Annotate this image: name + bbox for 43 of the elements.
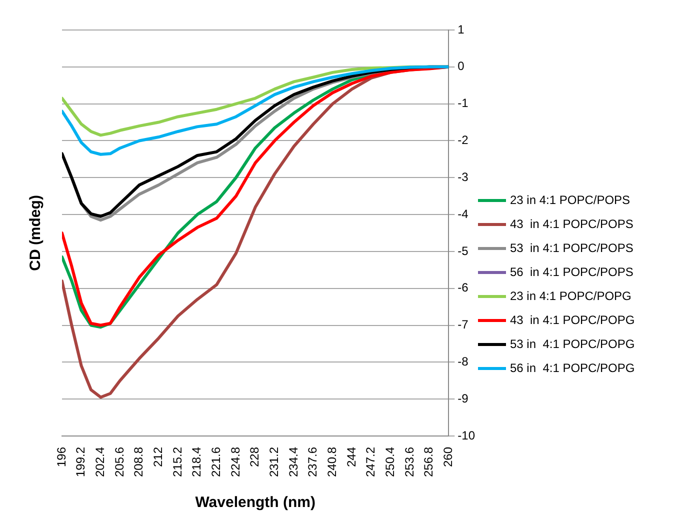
x-tick-label: 244 xyxy=(344,446,358,467)
legend-label: 23 in 4:1 POPC/POPG xyxy=(510,289,632,303)
x-tick-label: 237.6 xyxy=(306,446,320,477)
x-tick-label: 234.4 xyxy=(286,446,300,477)
legend-label: 43 in 4:1 POPC/POPG xyxy=(510,313,635,327)
x-tick-label: 199.2 xyxy=(74,446,88,477)
x-tick-label: 218.4 xyxy=(190,446,204,477)
x-tick-label: 256.8 xyxy=(422,446,436,477)
x-tick-label: 215.2 xyxy=(170,446,184,477)
legend-label: 23 in 4:1 POPC/POPS xyxy=(510,193,630,207)
x-tick-label: 228 xyxy=(248,446,262,467)
x-tick-label: 224.8 xyxy=(228,446,242,477)
y-tick-label: -8 xyxy=(458,354,469,368)
x-tick-label: 240.8 xyxy=(324,446,339,477)
y-tick-label: -10 xyxy=(458,428,476,442)
y-tick-label: -3 xyxy=(458,170,469,184)
x-tick-label: 221.6 xyxy=(208,446,223,477)
y-tick-label: 0 xyxy=(458,59,465,74)
y-tick-label: -9 xyxy=(458,391,469,406)
x-tick-label: 208.8 xyxy=(132,446,146,477)
y-tick-label: -6 xyxy=(458,280,469,295)
x-tick-label: 250.4 xyxy=(382,446,397,477)
legend-label: 56 in 4:1 POPC/POPG xyxy=(510,361,635,375)
y-tick-label: -5 xyxy=(458,244,469,258)
y-tick-label: -1 xyxy=(458,96,469,110)
x-tick-label: 253.6 xyxy=(402,446,416,477)
legend-label: 56 in 4:1 POPC/POPS xyxy=(510,265,634,279)
x-tick-label: 212 xyxy=(150,446,165,467)
y-tick-label: 1 xyxy=(458,22,465,36)
x-axis-title: Wavelength (nm) xyxy=(195,494,316,512)
y-tick-label: -4 xyxy=(458,206,469,221)
legend-label: 53 in 4:1 POPC/POPS xyxy=(510,241,634,255)
x-tick-label: 260 xyxy=(440,446,455,467)
y-tick-label: -7 xyxy=(458,318,469,332)
x-tick-label: 205.6 xyxy=(112,446,126,477)
x-tick-label: 196 xyxy=(54,446,68,467)
y-axis-title: CD (mdeg) xyxy=(27,195,44,271)
x-tick-label: 247.2 xyxy=(364,446,378,477)
legend-label: 43 in 4:1 POPC/POPS xyxy=(510,217,634,231)
y-tick-label: -2 xyxy=(458,133,469,148)
x-tick-label: 231.2 xyxy=(266,446,281,477)
x-tick-label: 202.4 xyxy=(92,446,107,477)
legend-label: 53 in 4:1 POPC/POPG xyxy=(510,337,635,351)
